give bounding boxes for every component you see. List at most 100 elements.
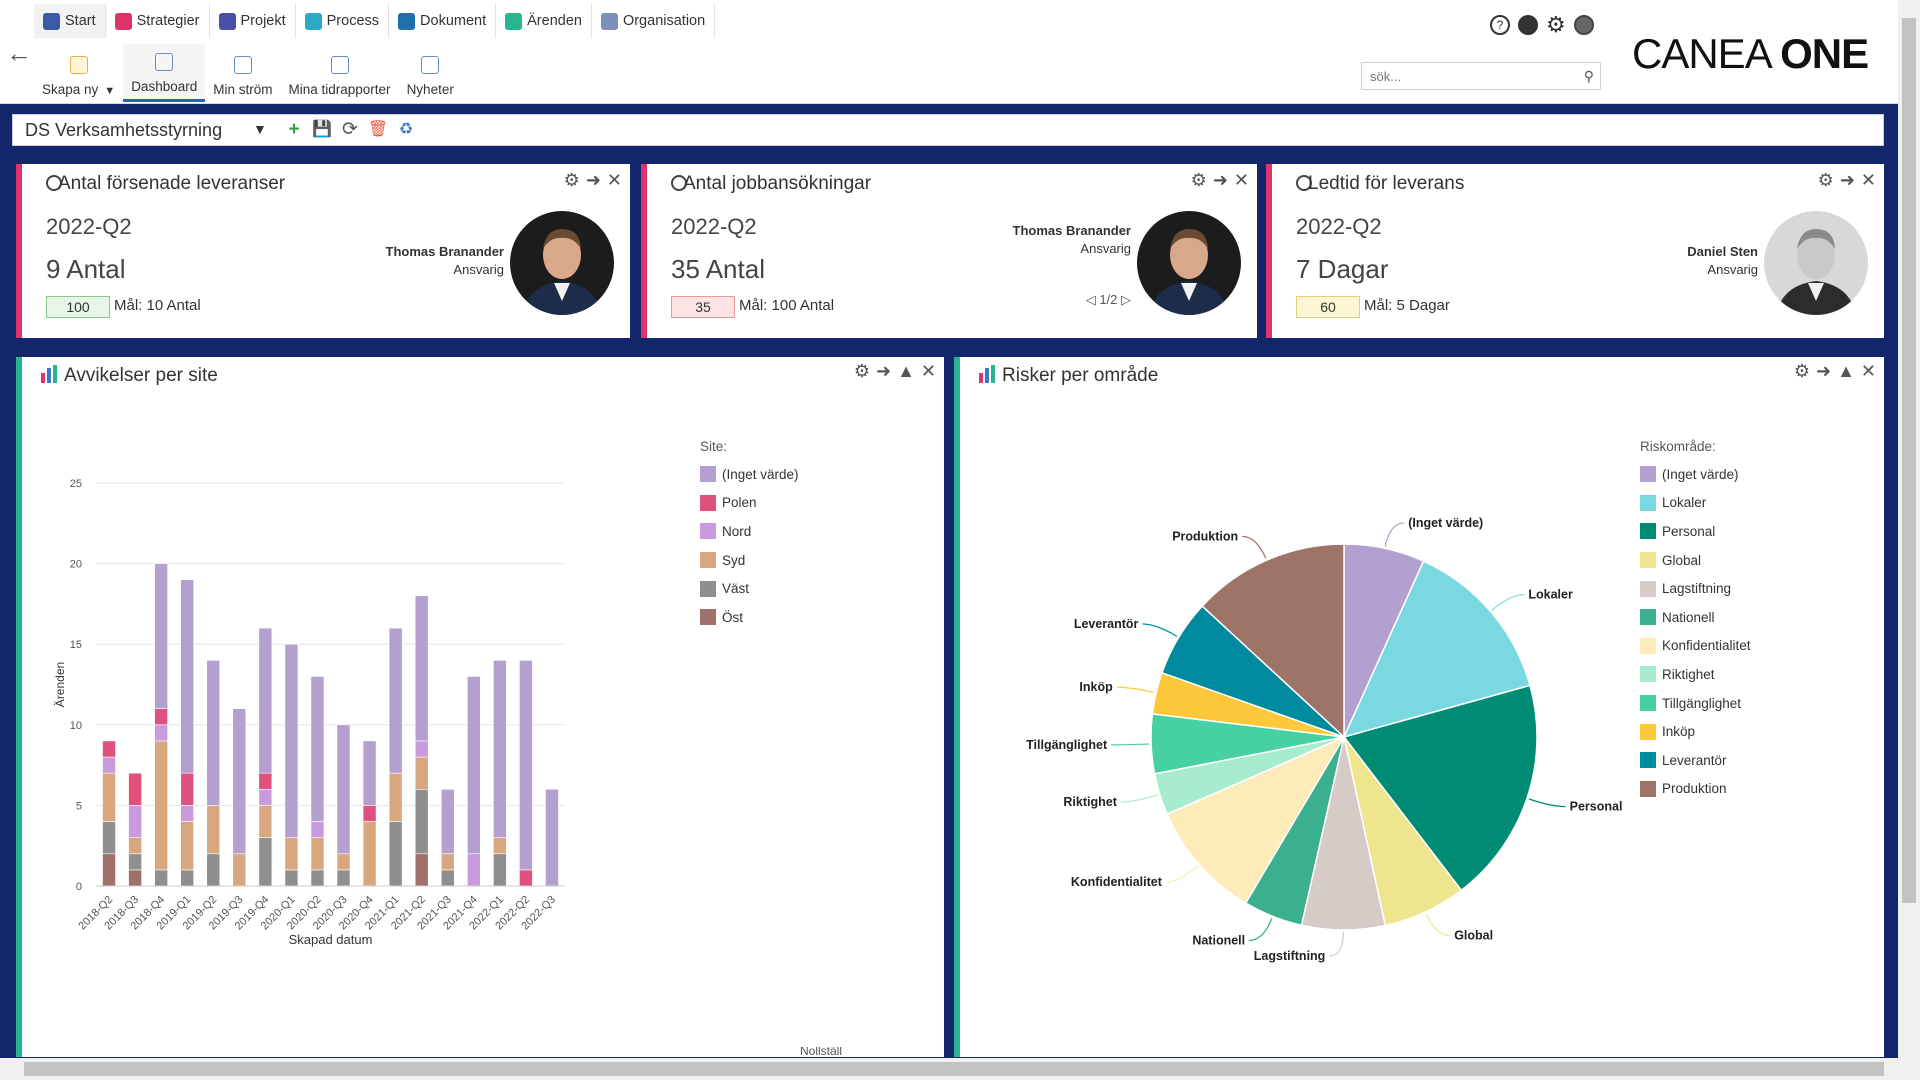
legend-item[interactable]: Produktion <box>1640 775 1751 804</box>
tab-cases[interactable]: Ärenden <box>496 4 592 38</box>
bar-segment[interactable] <box>310 676 325 822</box>
bar-segment[interactable] <box>336 853 351 871</box>
bar-segment[interactable] <box>284 643 299 838</box>
bar-segment[interactable] <box>258 772 273 790</box>
bar-segment[interactable] <box>466 676 481 855</box>
gear-icon[interactable]: ⚙ <box>1546 12 1566 37</box>
bar-segment[interactable] <box>102 853 116 887</box>
legend-item[interactable]: Konfidentialitet <box>1640 632 1751 661</box>
subnav-dashboard[interactable]: Dashboard <box>123 44 206 102</box>
search-input[interactable]: sök... ⚲ <box>1361 62 1601 90</box>
bar-segment[interactable] <box>414 595 429 742</box>
bar-segment[interactable] <box>258 788 273 806</box>
back-arrow-icon[interactable]: ← <box>6 38 32 68</box>
bar-segment[interactable] <box>440 869 455 887</box>
bar-segment[interactable] <box>388 772 403 822</box>
legend-item[interactable]: Lokaler <box>1640 489 1751 518</box>
bar-segment[interactable] <box>180 821 195 871</box>
bar-segment[interactable] <box>128 837 142 855</box>
palette-icon[interactable] <box>1518 15 1538 35</box>
arrow-right-icon[interactable]: ➜ <box>1212 170 1228 190</box>
bar-segment[interactable] <box>128 853 142 871</box>
close-icon[interactable]: ✕ <box>920 361 936 381</box>
bar-segment[interactable] <box>414 756 429 790</box>
bar-segment[interactable] <box>388 627 403 774</box>
bar-segment[interactable] <box>206 660 221 806</box>
reset-link[interactable]: Nollställ <box>800 1047 843 1057</box>
arrow-right-icon[interactable]: ➜ <box>1839 170 1855 190</box>
chevron-left-icon[interactable]: ◁ <box>1085 292 1100 307</box>
legend-item[interactable]: Inköp <box>1640 717 1751 746</box>
avatar[interactable] <box>1573 15 1594 35</box>
bar-segment[interactable] <box>362 821 377 887</box>
legend-item[interactable]: Tillgänglighet <box>1640 689 1751 718</box>
bar-segment[interactable] <box>519 660 533 871</box>
kpi-pager[interactable]: ◁ 1/2 ▷ <box>1086 292 1131 308</box>
tab-home[interactable]: Start <box>34 4 106 38</box>
bar-segment[interactable] <box>180 579 195 774</box>
bar-segment[interactable] <box>362 805 377 822</box>
close-icon[interactable]: ✕ <box>1860 361 1876 381</box>
close-icon[interactable]: ✕ <box>1233 170 1249 190</box>
bar-segment[interactable] <box>102 772 116 822</box>
bar-segment[interactable] <box>206 805 221 855</box>
bar-segment[interactable] <box>154 708 168 726</box>
pie-slice[interactable] <box>1342 560 1531 739</box>
bar-segment[interactable] <box>232 853 247 887</box>
bar-segment[interactable] <box>206 853 221 887</box>
bar-segment[interactable] <box>414 788 429 855</box>
tab-document[interactable]: Dokument <box>389 4 497 38</box>
subnav-timereport[interactable]: Mina tidrapporter <box>281 44 399 102</box>
subnav-news[interactable]: Nyheter <box>399 44 462 102</box>
bar-segment[interactable] <box>154 563 168 709</box>
tab-organisation[interactable]: Organisation <box>592 4 716 38</box>
bar-segment[interactable] <box>310 837 325 871</box>
pie-slice[interactable] <box>1201 543 1345 739</box>
legend-item[interactable]: Väst <box>700 574 799 603</box>
search-icon[interactable]: ⚲ <box>1583 68 1594 84</box>
share-icon[interactable]: ♻ <box>398 121 414 138</box>
pie-slice[interactable] <box>1166 735 1346 905</box>
bar-segment[interactable] <box>336 869 351 887</box>
pie-slice[interactable] <box>1342 684 1538 892</box>
tab-project[interactable]: Projekt <box>210 4 296 38</box>
bar-segment[interactable] <box>388 821 403 887</box>
bar-segment[interactable] <box>154 740 168 871</box>
bar-segment[interactable] <box>414 853 429 887</box>
bar-segment[interactable] <box>258 837 273 887</box>
refresh-icon[interactable]: ⟳ <box>342 119 358 140</box>
bar-segment[interactable] <box>310 869 325 887</box>
bar-segment[interactable] <box>102 740 116 758</box>
legend-item[interactable]: Riktighet <box>1640 660 1751 689</box>
help-icon[interactable]: ? <box>1490 15 1510 35</box>
collapse-icon[interactable]: ▲ <box>897 361 915 381</box>
bar-segment[interactable] <box>519 869 533 887</box>
vertical-scroll-thumb[interactable] <box>1902 18 1916 903</box>
close-icon[interactable]: ✕ <box>606 170 622 190</box>
settings-icon[interactable]: ⚙ <box>563 170 580 190</box>
bar-segment[interactable] <box>128 772 142 806</box>
settings-icon[interactable]: ⚙ <box>1793 361 1810 381</box>
bar-segment[interactable] <box>154 869 168 887</box>
bar-segment[interactable] <box>414 740 429 758</box>
dashboard-select[interactable]: DS Verksamhetsstyrning <box>25 120 223 140</box>
arrow-right-icon[interactable]: ➜ <box>585 170 601 190</box>
collapse-icon[interactable]: ▲ <box>1837 361 1855 381</box>
tab-strategy[interactable]: Strategier <box>106 4 210 38</box>
bar-segment[interactable] <box>493 660 507 838</box>
settings-icon[interactable]: ⚙ <box>853 361 870 381</box>
settings-icon[interactable]: ⚙ <box>1190 170 1207 190</box>
settings-icon[interactable]: ⚙ <box>1817 170 1834 190</box>
bar-segment[interactable] <box>493 837 507 855</box>
legend-item[interactable]: Leverantör <box>1640 746 1751 775</box>
bar-segment[interactable] <box>180 805 195 822</box>
delete-icon[interactable]: 🗑 <box>367 121 389 138</box>
bar-segment[interactable] <box>310 821 325 838</box>
caret-down-icon[interactable]: ▼ <box>253 121 267 137</box>
legend-item[interactable]: Lagstiftning <box>1640 574 1751 603</box>
bar-segment[interactable] <box>128 805 142 838</box>
legend-item[interactable]: Personal <box>1640 517 1751 546</box>
legend-item[interactable]: Öst <box>700 603 799 632</box>
subnav-new-document[interactable]: Skapa ny ▼ <box>34 44 123 102</box>
bar-segment[interactable] <box>336 724 351 855</box>
